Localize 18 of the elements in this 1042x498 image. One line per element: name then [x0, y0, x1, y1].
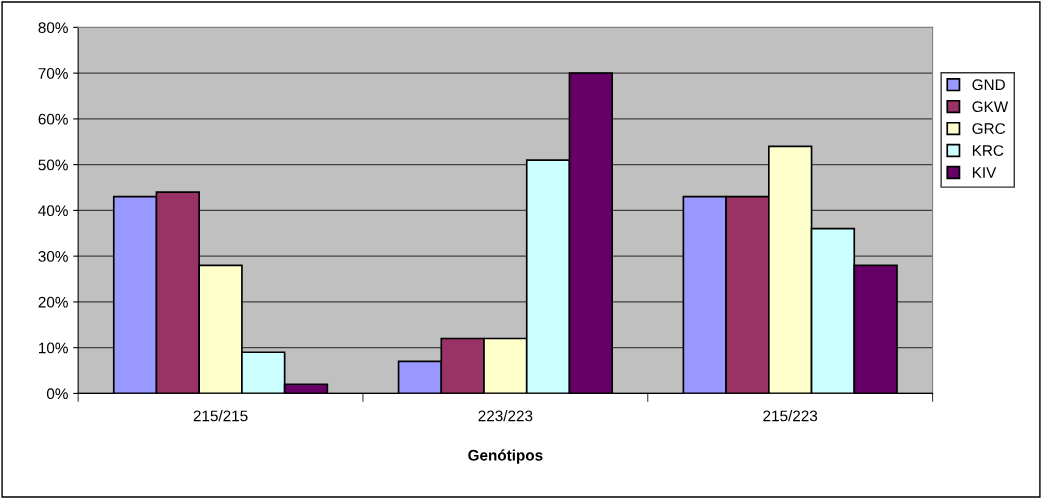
- y-tick-label: 10%: [39, 342, 68, 354]
- legend-label: GND: [972, 79, 1005, 91]
- legend-label: GKW: [972, 101, 1009, 113]
- x-tick-label: 215/215: [193, 410, 248, 422]
- y-tick-label: 70%: [38, 68, 68, 79]
- x-tick-label: 223/223: [478, 410, 533, 422]
- legend-label: KIV: [972, 167, 997, 178]
- y-tick-label: 50%: [38, 159, 68, 171]
- y-tick-label: 20%: [38, 296, 68, 308]
- x-axis-title: Genótipos: [468, 449, 543, 464]
- x-tick-label: 215/223: [763, 410, 818, 422]
- y-tick-label: 0%: [46, 388, 68, 400]
- legend-label: KRC: [972, 145, 1004, 156]
- legend-label: GRC: [972, 123, 1006, 135]
- y-tick-label: 60%: [38, 113, 68, 125]
- y-tick-label: 40%: [38, 205, 68, 217]
- y-tick-label: 80%: [38, 22, 68, 34]
- y-tick-label: 30%: [38, 251, 68, 262]
